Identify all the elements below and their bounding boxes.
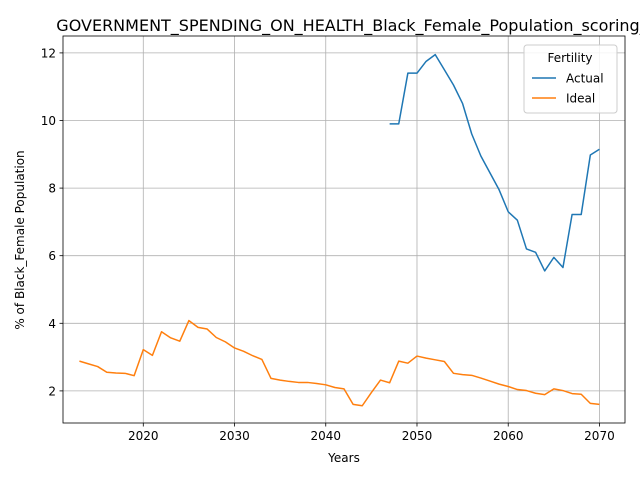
x-tick-label: 2060	[493, 429, 524, 443]
legend-entries: Actual Ideal	[532, 72, 604, 106]
legend: Fertility Actual Ideal	[523, 44, 618, 114]
x-tick-label: 2040	[310, 429, 341, 443]
y-tick-label: 6	[48, 249, 56, 263]
x-tick-label: 2020	[128, 429, 159, 443]
plot-frame	[62, 35, 626, 424]
legend-box	[523, 44, 618, 114]
series-line-actual	[389, 53, 600, 272]
y-tick-label: 2	[48, 384, 56, 398]
x-axis: 2020 2030 2040 2050 2060 2070	[128, 423, 615, 443]
x-tick-label: 2070	[584, 429, 615, 443]
legend-label-actual: Actual	[566, 72, 604, 86]
x-tick-label: 2030	[219, 429, 250, 443]
series-layer	[79, 53, 600, 407]
chart-title: GOVERNMENT_SPENDING_ON_HEALTH_Black_Fema…	[56, 16, 640, 36]
series-line-ideal	[79, 319, 600, 407]
x-tick-label: 2050	[402, 429, 433, 443]
y-tick-label: 12	[41, 46, 56, 60]
grid	[63, 36, 625, 423]
y-tick-label: 10	[41, 114, 56, 128]
y-axis: 2 4 6 8 10 12	[41, 46, 63, 398]
x-axis-label: Years	[327, 451, 360, 465]
legend-title: Fertility	[547, 51, 592, 65]
legend-label-ideal: Ideal	[566, 92, 595, 106]
y-tick-label: 4	[48, 317, 56, 331]
y-axis-label: % of Black_Female Population	[13, 150, 27, 329]
y-tick-label: 8	[48, 182, 56, 196]
